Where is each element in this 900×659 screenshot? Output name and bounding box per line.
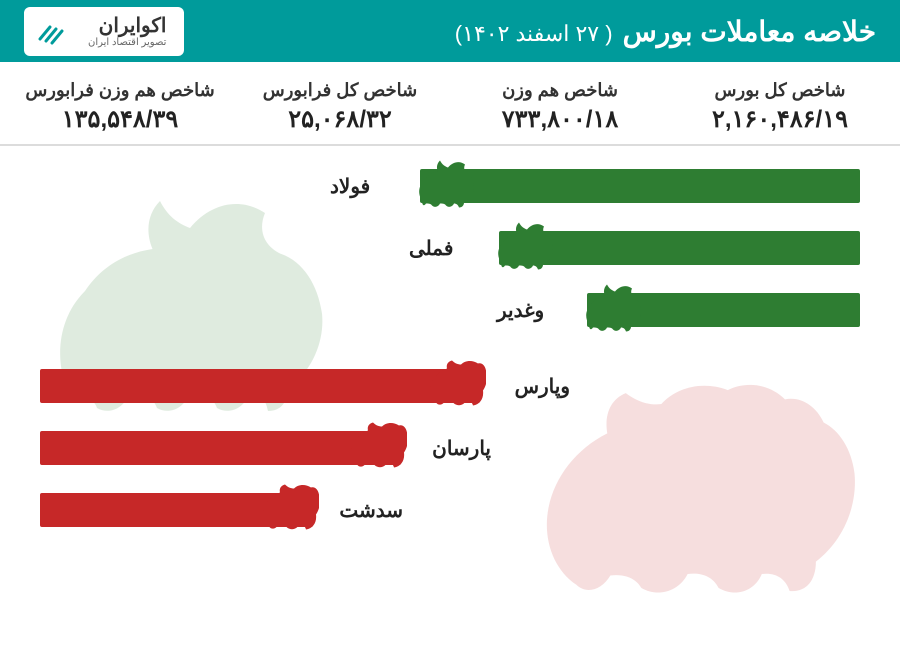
loser-label: وپارس xyxy=(480,374,570,399)
bull-icon xyxy=(581,283,641,333)
page-title: خلاصه معاملات بورس xyxy=(623,15,876,48)
loser-row-2: سدشت xyxy=(40,490,860,530)
gainer-bar xyxy=(587,293,860,327)
bull-icon xyxy=(414,159,474,209)
page-date: ( ۲۷ اسفند ۱۴۰۲) xyxy=(455,21,613,47)
chart-area: فولاد فملی وغدیر وپارس xyxy=(0,146,900,646)
loser-bar xyxy=(40,431,401,465)
loser-bar xyxy=(40,493,313,527)
bars-container: فولاد فملی وغدیر وپارس xyxy=(40,166,860,530)
brand-name: اکوایران xyxy=(88,15,166,37)
gainer-label: فولاد xyxy=(330,174,420,199)
loser-label: پارسان xyxy=(401,436,491,461)
header: خلاصه معاملات بورس ( ۲۷ اسفند ۱۴۰۲) اکوا… xyxy=(0,0,900,62)
stat-farabourse-total: شاخص کل فرابورس ۲۵,۰۶۸/۳۲ xyxy=(230,80,450,134)
gainer-label: فملی xyxy=(409,236,499,261)
stat-value: ۲,۱۶۰,۴۸۶/۱۹ xyxy=(670,105,890,134)
gainer-bar xyxy=(420,169,860,203)
stat-value: ۲۵,۰۶۸/۳۲ xyxy=(230,105,450,134)
stats-row: شاخص کل بورس ۲,۱۶۰,۴۸۶/۱۹ شاخص هم وزن ۷۳… xyxy=(0,62,900,146)
stat-value: ۱۳۵,۵۴۸/۳۹ xyxy=(10,105,230,134)
stat-label: شاخص هم وزن xyxy=(450,80,670,101)
brand-logo: اکوایران تصویر اقتصاد ایران xyxy=(24,7,184,56)
loser-bar xyxy=(40,369,480,403)
loser-row-0: وپارس xyxy=(40,366,860,406)
gainer-row-0: فولاد xyxy=(40,166,860,206)
gainer-bar xyxy=(499,231,860,265)
bear-icon xyxy=(426,359,486,409)
gainer-label: وغدیر xyxy=(497,298,587,323)
stat-label: شاخص کل بورس xyxy=(670,80,890,101)
logo-icon xyxy=(34,13,70,49)
bear-icon xyxy=(259,483,319,533)
stat-label: شاخص هم وزن فرابورس xyxy=(10,80,230,101)
loser-row-1: پارسان xyxy=(40,428,860,468)
logo-text: اکوایران تصویر اقتصاد ایران xyxy=(80,11,174,52)
stat-value: ۷۳۳,۸۰۰/۱۸ xyxy=(450,105,670,134)
bear-icon xyxy=(347,421,407,471)
stat-total-index: شاخص کل بورس ۲,۱۶۰,۴۸۶/۱۹ xyxy=(670,80,890,134)
stat-farabourse-equal: شاخص هم وزن فرابورس ۱۳۵,۵۴۸/۳۹ xyxy=(10,80,230,134)
stat-equal-weight: شاخص هم وزن ۷۳۳,۸۰۰/۱۸ xyxy=(450,80,670,134)
gainer-row-2: وغدیر xyxy=(40,290,860,330)
stat-label: شاخص کل فرابورس xyxy=(230,80,450,101)
brand-tagline: تصویر اقتصاد ایران xyxy=(88,37,166,48)
bull-icon xyxy=(493,221,553,271)
loser-label: سدشت xyxy=(313,498,403,523)
gainer-row-1: فملی xyxy=(40,228,860,268)
title-wrap: خلاصه معاملات بورس ( ۲۷ اسفند ۱۴۰۲) xyxy=(455,15,876,48)
